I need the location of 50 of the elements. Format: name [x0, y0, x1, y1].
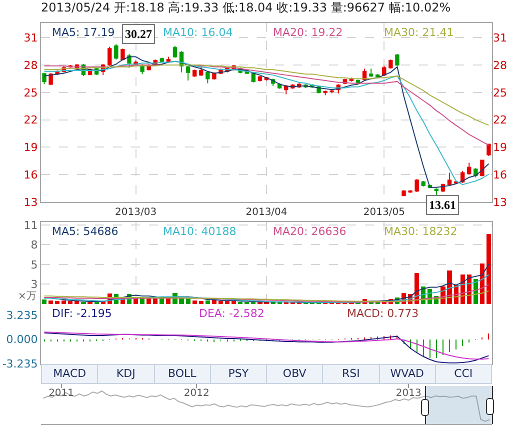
y-tick-label: 19: [24, 141, 38, 154]
text: MACD: [42, 365, 98, 383]
y-tick-label: 22: [24, 114, 38, 127]
y2-tick-label: 13: [493, 196, 507, 209]
y-tick-label: 28: [24, 58, 38, 72]
annotation: 30.27: [125, 27, 152, 41]
y-tick-label: 3.235: [6, 308, 38, 322]
y-tick-label: 13: [24, 196, 38, 209]
series-label: DEA: -2.582: [199, 307, 264, 320]
text: MA20: 26636: [273, 225, 346, 238]
text: PSY: [210, 365, 267, 383]
text: CCI: [453, 366, 474, 382]
y-tick-label: -3.235: [2, 357, 38, 370]
x-tick-label: 2013/04: [246, 207, 288, 218]
x-tick-label: 2011: [48, 388, 74, 399]
chart-title: 2013/05/24 开:18.18 高:19.33 低:18.04 收:19.33 量:96627 幅:10.02%: [41, 0, 451, 14]
y2-tick-label: 31: [493, 31, 507, 44]
y2-tick-label: 19: [493, 141, 507, 154]
y2-tick-label: 25: [493, 86, 507, 100]
annotation: 13.61: [429, 198, 456, 212]
series-label: MACD: 0.773: [347, 307, 419, 320]
text: OBV: [267, 365, 324, 383]
y-axis-title: ×万: [18, 291, 36, 302]
y-tick-label: 0.000: [6, 333, 38, 346]
text: MA5: 17.19: [52, 26, 115, 39]
x-tick-label: 2012: [184, 388, 210, 399]
y2-tick-label: 28: [493, 58, 507, 72]
y2-tick-label: 16: [493, 168, 507, 182]
text: MA10: 40188: [163, 225, 236, 238]
y-tick-label: 16: [24, 168, 38, 182]
text: MA30: 21.41: [384, 26, 454, 39]
y-tick-label: 3: [30, 278, 38, 292]
y2-tick-label: 22: [493, 114, 507, 127]
series-label: DIF: -2.195: [52, 307, 112, 320]
y-tick-label: 8: [30, 238, 38, 252]
text: RSI: [323, 365, 380, 383]
y-tick-label: 25: [24, 86, 38, 100]
text: WVAD: [380, 365, 436, 383]
y-tick-label: 11: [24, 218, 38, 232]
x-tick-label: 2013/05: [363, 207, 405, 218]
x-tick-label: 2013: [396, 388, 422, 399]
y-tick-label: 31: [24, 31, 38, 44]
x-tick-label: 2013/03: [115, 207, 157, 218]
y-tick-label: 5: [30, 258, 38, 272]
text: MA20: 19.22: [273, 26, 343, 39]
text: MA30: 18232: [384, 225, 458, 238]
text: KDJ: [98, 365, 154, 383]
text: MA5: 54686: [52, 225, 118, 238]
text: MA10: 16.04: [163, 26, 233, 39]
text: BOLL: [154, 365, 211, 383]
